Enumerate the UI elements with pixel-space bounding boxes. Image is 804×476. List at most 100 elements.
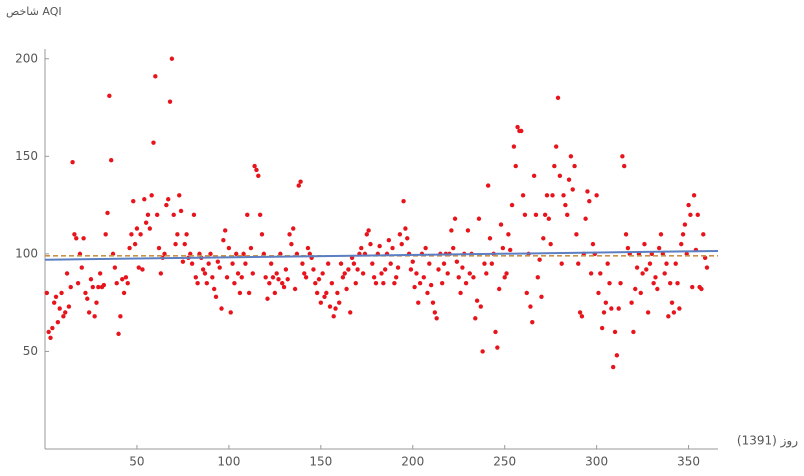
point <box>616 306 621 311</box>
point <box>559 261 564 266</box>
point <box>291 226 296 231</box>
point <box>691 193 697 198</box>
point <box>70 159 75 165</box>
point <box>511 144 517 149</box>
point <box>588 271 594 276</box>
point <box>690 284 695 290</box>
point <box>675 280 680 286</box>
point <box>287 232 292 237</box>
point <box>677 306 682 311</box>
point <box>355 267 360 272</box>
point <box>476 216 482 221</box>
point <box>134 226 140 231</box>
point <box>108 158 114 163</box>
point <box>669 300 675 305</box>
point <box>72 232 77 237</box>
point <box>140 267 145 272</box>
point <box>257 212 263 218</box>
point <box>495 345 500 350</box>
point <box>226 245 232 251</box>
point <box>241 251 246 257</box>
point <box>500 245 506 251</box>
point <box>546 216 552 221</box>
point <box>655 286 660 292</box>
point <box>528 304 533 309</box>
point <box>496 286 502 292</box>
x-tick-label: 350 <box>677 455 700 469</box>
point <box>577 310 583 315</box>
point <box>432 310 438 315</box>
point <box>348 310 353 315</box>
y-tick-label: 150 <box>15 149 38 163</box>
point <box>531 173 537 179</box>
point <box>533 212 539 218</box>
point <box>579 314 585 319</box>
point <box>451 245 456 251</box>
point <box>221 238 226 243</box>
point <box>63 310 68 315</box>
point <box>392 280 397 286</box>
point <box>86 310 92 315</box>
point <box>644 267 649 272</box>
point <box>97 271 103 276</box>
point <box>688 212 693 218</box>
point <box>561 193 566 198</box>
point <box>202 271 208 276</box>
point <box>57 306 62 311</box>
point <box>405 236 410 241</box>
point <box>338 261 344 266</box>
point <box>640 271 645 276</box>
point <box>660 251 666 257</box>
point <box>397 232 403 237</box>
point <box>120 277 125 282</box>
point <box>395 265 401 270</box>
point <box>250 271 255 276</box>
point <box>702 255 708 260</box>
point <box>445 271 450 276</box>
point <box>204 280 210 286</box>
point <box>324 290 329 296</box>
point <box>631 329 636 335</box>
point <box>701 232 706 237</box>
point <box>539 294 544 300</box>
point <box>430 300 436 305</box>
point <box>206 261 211 266</box>
point <box>267 280 272 286</box>
x-axis-label: روز (1391) <box>737 434 798 449</box>
point <box>454 259 460 264</box>
point <box>520 193 526 198</box>
point <box>337 300 342 305</box>
point <box>684 251 689 257</box>
point <box>313 280 318 286</box>
point <box>245 212 250 218</box>
point <box>625 245 631 251</box>
point <box>110 251 116 257</box>
point <box>344 286 349 292</box>
point <box>557 173 563 179</box>
point <box>325 261 331 266</box>
point <box>165 197 171 202</box>
point <box>180 259 186 264</box>
point <box>460 265 465 270</box>
point <box>506 232 511 237</box>
point <box>373 280 379 286</box>
point <box>471 275 476 280</box>
point <box>638 290 643 296</box>
point <box>329 280 335 286</box>
point <box>296 183 301 188</box>
point <box>311 267 316 272</box>
point <box>465 228 471 233</box>
point <box>377 243 382 249</box>
point <box>171 212 176 218</box>
point <box>671 310 677 315</box>
point <box>167 99 173 104</box>
y-tick-label: 50 <box>23 344 38 358</box>
point <box>74 236 79 241</box>
point <box>553 144 559 149</box>
point <box>215 259 221 264</box>
point <box>605 261 610 266</box>
point <box>351 261 357 266</box>
point <box>686 202 691 208</box>
point <box>118 314 123 319</box>
